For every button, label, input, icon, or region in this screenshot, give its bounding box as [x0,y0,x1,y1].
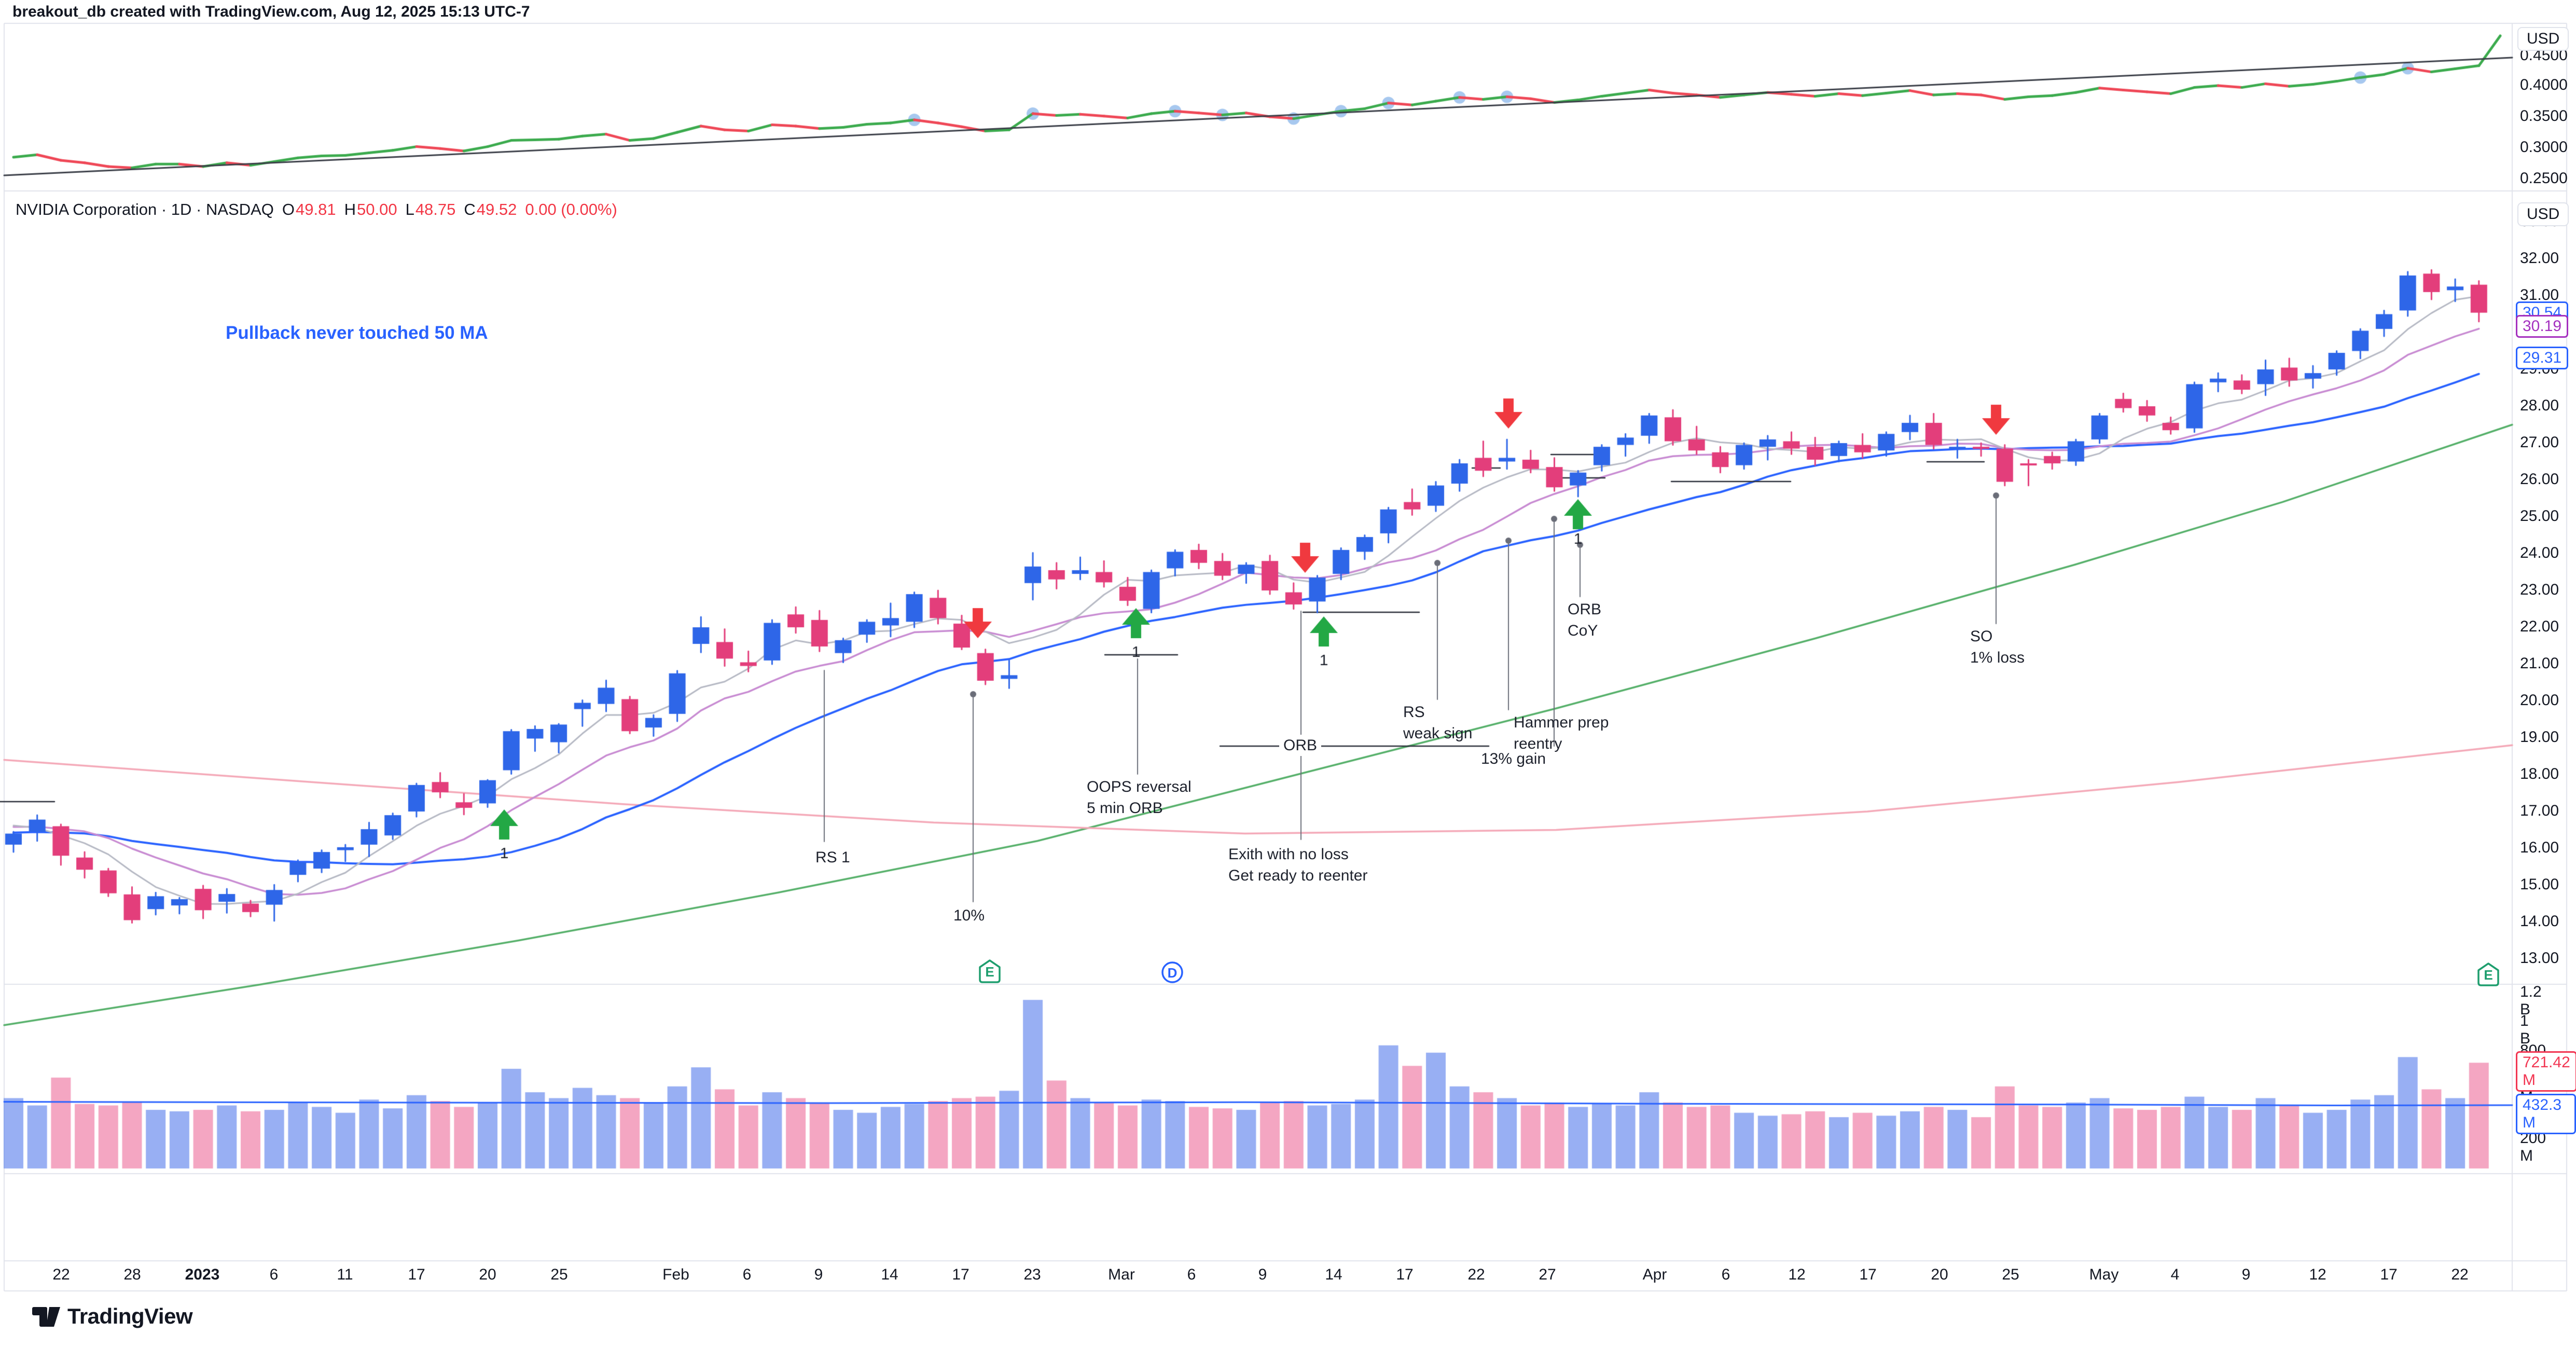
note-10pct[interactable]: 10% [953,907,985,924]
price-tick: 22.00 [2520,618,2559,635]
price-tick: 200 M [2520,1130,2546,1164]
price-tick: 0.4000 [2520,76,2568,93]
currency-badge-top: USD [2517,27,2569,51]
earnings-letter: E [985,964,994,980]
time-tick: 2023 [185,1266,220,1283]
price-tick: 21.00 [2520,655,2559,672]
note-pullback[interactable]: Pullback never touched 50 MA [226,323,488,343]
price-tick: 20.00 [2520,692,2559,709]
price-tick: 15.00 [2520,876,2559,893]
high-label: H [344,200,356,218]
time-tick: 9 [814,1266,823,1283]
price-tick: 14.00 [2520,913,2559,930]
time-tick: Feb [662,1266,689,1283]
time-tick: 6 [742,1266,752,1283]
time-tick: 20 [479,1266,496,1283]
time-tick: 12 [2309,1266,2326,1283]
price-tick: 16.00 [2520,839,2559,856]
note-orb-coy[interactable]: ORB CoY [1568,601,1602,639]
ma-slow-price-label: 29.31 [2516,347,2569,369]
earnings-badge[interactable]: E [978,959,1001,986]
time-tick: 22 [2451,1266,2469,1283]
time-tick: 22 [1467,1266,1485,1283]
note-rs1[interactable]: RS 1 [815,849,850,866]
price-tick: 31.00 [2520,286,2559,304]
note-exit-no-loss[interactable]: Exith with no loss Get ready to reenter [1228,846,1368,884]
time-tick: 22 [52,1266,70,1283]
time-tick: 17 [408,1266,425,1283]
price-tick: 19.00 [2520,728,2559,746]
time-tick: 4 [2170,1266,2180,1283]
low-value: 48.75 [415,200,456,218]
time-tick: May [2089,1266,2119,1283]
attribution-text: breakout_db created with TradingView.com… [12,3,530,20]
time-tick: 9 [2241,1266,2251,1283]
dividend-letter: D [1168,965,1178,981]
note-oops-reversal[interactable]: OOPS reversal 5 min ORB [1087,778,1192,817]
note-hammer-prep[interactable]: Hammer prep reentry [1514,714,1609,752]
time-tick: 17 [1396,1266,1414,1283]
time-tick: Apr [1642,1266,1667,1283]
time-tick: 14 [881,1266,898,1283]
symbol-title-row: NVIDIA Corporation · 1D · NASDAQ O 49.81 … [16,200,617,219]
note-orb[interactable]: ORB [1279,735,1322,756]
high-value: 50.00 [356,200,397,218]
ma-fast-price-label: 30.19 [2516,315,2569,338]
time-tick: 9 [1258,1266,1267,1283]
price-tick: 28.00 [2520,397,2559,414]
price-tick: 0.3000 [2520,139,2568,156]
last-volume-label: 721.42 M [2516,1051,2576,1092]
time-tick: 14 [1325,1266,1342,1283]
tradingview-logo-text: TradingView [67,1304,193,1328]
note-rs-weak-sign[interactable]: RS weak sign [1403,704,1473,742]
change-value: 0.00 (0.00%) [525,200,617,218]
price-tick: 24.00 [2520,544,2559,561]
time-tick: 17 [1859,1266,1877,1283]
tradingview-logo-icon [32,1307,60,1327]
price-tick: 32.00 [2520,250,2559,267]
time-tick: 6 [1721,1266,1730,1283]
time-tick: 6 [1187,1266,1196,1283]
price-tick: 27.00 [2520,434,2559,451]
time-tick: 25 [2002,1266,2019,1283]
dividend-badge[interactable]: D [1161,960,1184,987]
price-tick: 23.00 [2520,581,2559,598]
time-tick: 17 [952,1266,970,1283]
time-tick: 28 [123,1266,141,1283]
tradingview-logo[interactable]: TradingView [32,1302,193,1330]
note-so-1pct-loss[interactable]: SO 1% loss [1970,628,2025,666]
time-tick: Mar [1108,1266,1135,1283]
time-tick: 12 [1788,1266,1806,1283]
time-tick: 17 [2380,1266,2398,1283]
earnings-badge-right[interactable]: E [2477,962,2500,989]
price-tick: 25.00 [2520,507,2559,525]
symbol-title[interactable]: NVIDIA Corporation · 1D · NASDAQ [16,200,274,218]
open-value: 49.81 [296,200,336,218]
price-tick: 17.00 [2520,802,2559,819]
open-label: O [282,200,295,218]
close-value: 49.52 [476,200,517,218]
note-13pct-gain[interactable]: 13% gain [1481,750,1546,767]
earnings-letter: E [2484,967,2492,983]
currency-badge-main: USD [2517,202,2569,226]
price-tick: 0.2500 [2520,170,2568,187]
time-tick: 11 [337,1266,353,1283]
time-tick: 25 [550,1266,568,1283]
price-tick: 26.00 [2520,471,2559,488]
close-label: C [464,200,476,218]
time-tick: 27 [1539,1266,1556,1283]
price-tick: 1 B [2520,1012,2531,1047]
volume-ma-label: 432.3 M [2516,1094,2576,1134]
price-tick: 1.2 B [2520,983,2542,1018]
low-label: L [405,200,414,218]
price-tick: 0.3500 [2520,107,2568,125]
time-tick: 20 [1931,1266,1948,1283]
price-tick: 13.00 [2520,950,2559,967]
price-tick: 18.00 [2520,765,2559,782]
time-tick: 6 [269,1266,279,1283]
time-tick: 23 [1023,1266,1041,1283]
